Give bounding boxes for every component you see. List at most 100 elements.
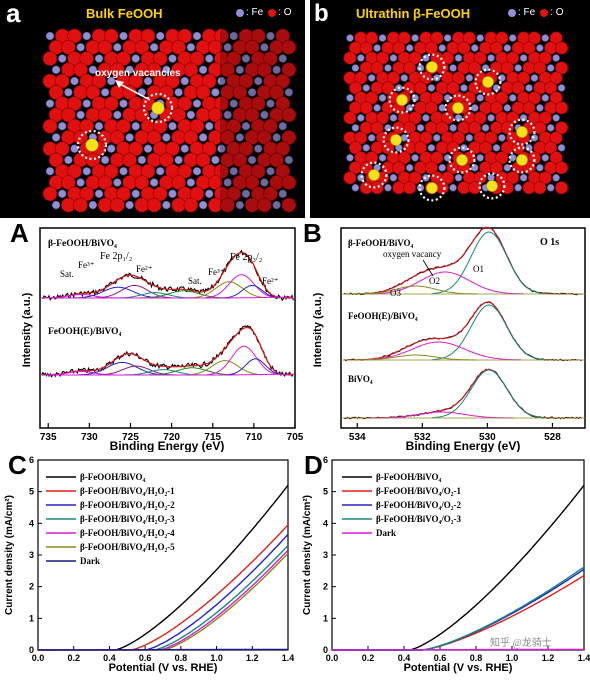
fe-atom bbox=[557, 84, 566, 92]
fe-atom bbox=[162, 65, 171, 74]
oxygen-vacancy-label: oxygen vacancy bbox=[383, 249, 442, 259]
o-atom bbox=[424, 161, 438, 175]
o-atom bbox=[403, 181, 417, 195]
o-atom bbox=[419, 131, 433, 145]
o-atom bbox=[343, 111, 357, 125]
o-atom bbox=[208, 107, 223, 123]
fe-atom bbox=[471, 44, 479, 52]
fe-atom bbox=[519, 174, 528, 182]
fe-atom bbox=[51, 133, 61, 142]
fe-atom bbox=[552, 54, 560, 62]
o-atom bbox=[522, 41, 536, 55]
fe-atom bbox=[131, 189, 140, 198]
spectrum-label-bivo4: BiVO₄ bbox=[348, 374, 373, 384]
fe-atom bbox=[373, 44, 381, 52]
o-atom bbox=[128, 141, 144, 156]
o-atom bbox=[165, 141, 180, 156]
fe-atom bbox=[260, 110, 269, 120]
legend-label: β-FeOOH/BiVO₄/H₂O₂-5 bbox=[80, 542, 175, 552]
x-axis-label: Binding Energy (eV) bbox=[110, 439, 225, 452]
vacancy-ring bbox=[388, 86, 416, 114]
o-atom bbox=[549, 71, 563, 85]
y-tick-label: 5 bbox=[29, 487, 34, 497]
o-atom bbox=[110, 62, 125, 78]
fe-atom bbox=[492, 144, 501, 152]
plot-frame bbox=[340, 227, 586, 429]
o-atom bbox=[61, 107, 76, 123]
fe-atom bbox=[64, 155, 73, 165]
o-atom bbox=[446, 81, 460, 95]
o-atom bbox=[506, 51, 520, 65]
o-atom bbox=[275, 28, 291, 44]
o-atom bbox=[220, 130, 235, 145]
o-atom bbox=[392, 161, 406, 175]
fe-atom bbox=[272, 200, 281, 210]
o-atom bbox=[468, 121, 482, 135]
legend-label: β-FeOOH/BiVO₄ bbox=[80, 472, 146, 482]
o-atom bbox=[489, 41, 503, 55]
fe-atom bbox=[514, 184, 522, 192]
fe-atom bbox=[351, 184, 360, 192]
fe-atom bbox=[131, 54, 140, 63]
vacancy-atom bbox=[482, 76, 494, 88]
vacancy-atom bbox=[516, 154, 528, 166]
o-atom bbox=[116, 118, 131, 134]
o-atom bbox=[281, 130, 297, 145]
y-axis-label: Intensity (a.u.) bbox=[312, 292, 324, 367]
o-atom bbox=[506, 111, 520, 125]
fe-atom bbox=[125, 200, 134, 210]
o-atom bbox=[91, 73, 107, 89]
o-atom bbox=[189, 51, 205, 66]
vacancy-ring bbox=[508, 118, 536, 146]
o-atom bbox=[134, 175, 150, 190]
fe-atom bbox=[389, 174, 398, 182]
legend-label: β-FeOOH/BiVO₄/H₂O₂-4 bbox=[80, 528, 175, 538]
o-atom bbox=[103, 28, 119, 44]
x-tick-label: 528 bbox=[544, 432, 561, 443]
fe-atom bbox=[45, 31, 55, 41]
x-tick-label: 705 bbox=[287, 432, 304, 443]
panel-b-title: Ultrathin β-FeOOH bbox=[356, 6, 471, 21]
fe-atom bbox=[541, 34, 550, 42]
vacancy-arrow-line bbox=[119, 83, 151, 101]
fe-atom bbox=[143, 76, 153, 86]
o-atom bbox=[348, 81, 362, 95]
y-tick-label: 4 bbox=[29, 518, 34, 528]
o-atom bbox=[152, 51, 168, 66]
o-atom bbox=[159, 85, 174, 100]
fe-atom bbox=[443, 34, 452, 42]
o1s-xps-chart: 534 532 530 528 O 1s β-FeOOH/BiVO₄ FeOOH(E)… bbox=[312, 226, 586, 453]
o-atom bbox=[244, 107, 260, 123]
vacancy-atom bbox=[452, 102, 464, 114]
fe-atom bbox=[168, 189, 177, 198]
o-atom bbox=[263, 186, 278, 202]
o-atom bbox=[370, 181, 384, 195]
o-atom bbox=[195, 152, 211, 168]
fe-atom bbox=[357, 114, 365, 122]
o-atom bbox=[103, 96, 119, 111]
fe-atom bbox=[229, 167, 238, 176]
y-tick-label: 6 bbox=[29, 455, 34, 465]
o-atom bbox=[275, 96, 291, 111]
legend-label: β-FeOOH/BiVO₄/H₂O₂-1 bbox=[80, 486, 175, 496]
o2-label: O2 bbox=[429, 276, 440, 286]
fe-atom bbox=[405, 44, 414, 52]
o-atom bbox=[226, 118, 242, 134]
o1-label: O1 bbox=[473, 264, 484, 274]
fe-atom-icon bbox=[508, 8, 516, 17]
panel-b-legend: : Fe : O bbox=[508, 7, 564, 18]
fe-atom bbox=[113, 110, 122, 120]
o-atom bbox=[430, 91, 444, 105]
fe-atom bbox=[119, 167, 128, 176]
o-atom bbox=[408, 111, 422, 125]
fe-atom bbox=[378, 34, 387, 42]
o-atom bbox=[457, 41, 471, 55]
fe-atom bbox=[223, 178, 232, 187]
o-atom bbox=[189, 118, 205, 134]
o-atom bbox=[134, 197, 150, 213]
fe-atom bbox=[260, 178, 269, 187]
legend-label: Dark bbox=[376, 528, 396, 538]
panel-b-ultrathin-structure: b Ultrathin β-FeOOH : Fe : O bbox=[310, 0, 590, 218]
legend-label: β-FeOOH/BiVO₄/O₂-2 bbox=[376, 500, 461, 510]
o-atom bbox=[171, 39, 186, 55]
